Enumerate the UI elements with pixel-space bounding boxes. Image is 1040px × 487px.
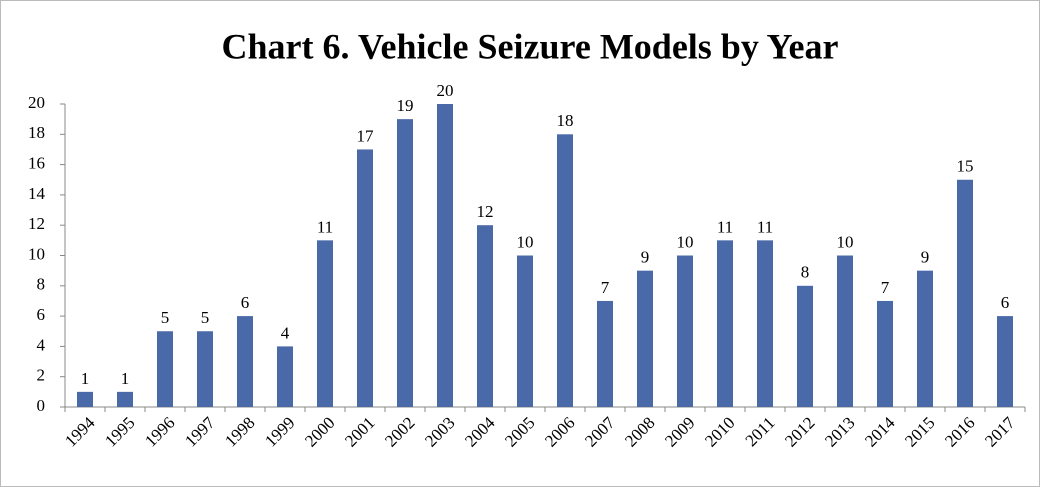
y-tick-label: 18 (28, 123, 45, 142)
bar (797, 285, 813, 407)
bar (477, 225, 493, 407)
bar (277, 346, 293, 407)
bar (117, 391, 133, 407)
bar (317, 240, 333, 407)
data-label: 12 (477, 202, 494, 221)
data-label: 17 (357, 126, 375, 145)
data-label: 10 (837, 232, 854, 251)
bar (717, 240, 733, 407)
y-tick-label: 8 (37, 275, 46, 294)
y-tick-label: 16 (28, 154, 45, 173)
data-label: 19 (397, 96, 414, 115)
bar (877, 300, 893, 407)
y-tick-label: 12 (28, 214, 45, 233)
bar (957, 179, 973, 407)
data-label: 18 (557, 111, 574, 130)
bar (437, 104, 453, 407)
data-label: 5 (201, 308, 210, 327)
y-tick-label: 10 (28, 244, 45, 263)
data-label: 15 (957, 157, 974, 176)
bar (237, 316, 253, 407)
y-tick-label: 6 (37, 305, 46, 324)
bar (77, 391, 93, 407)
data-label: 7 (601, 278, 610, 297)
y-tick-label: 14 (28, 184, 46, 203)
bar (157, 331, 173, 407)
y-tick-label: 2 (37, 366, 46, 385)
y-tick-label: 20 (28, 93, 45, 112)
chart-title: Chart 6. Vehicle Seizure Models by Year (222, 26, 839, 66)
data-label: 9 (641, 248, 650, 267)
data-label: 1 (121, 369, 130, 388)
bar (837, 255, 853, 407)
bar (557, 134, 573, 408)
data-label: 10 (517, 232, 534, 251)
data-label: 11 (317, 217, 333, 236)
data-label: 6 (241, 293, 250, 312)
data-label: 6 (1001, 293, 1010, 312)
bar (517, 255, 533, 407)
bar (637, 270, 653, 407)
bar (597, 300, 613, 407)
y-tick-label: 4 (37, 335, 46, 354)
data-label: 10 (677, 232, 694, 251)
data-label: 8 (801, 263, 810, 282)
data-label: 20 (437, 81, 454, 100)
y-tick-label: 0 (37, 396, 46, 415)
bar (997, 316, 1013, 407)
bar (757, 240, 773, 407)
data-label: 11 (717, 217, 733, 236)
data-label: 4 (281, 323, 290, 342)
bar (917, 270, 933, 407)
bar (397, 119, 413, 408)
data-label: 11 (757, 217, 773, 236)
data-label: 7 (881, 278, 890, 297)
bar (357, 149, 373, 407)
data-label: 5 (161, 308, 170, 327)
bar (197, 331, 213, 407)
data-label: 1 (81, 369, 90, 388)
bar (677, 255, 693, 407)
data-label: 9 (921, 248, 930, 267)
